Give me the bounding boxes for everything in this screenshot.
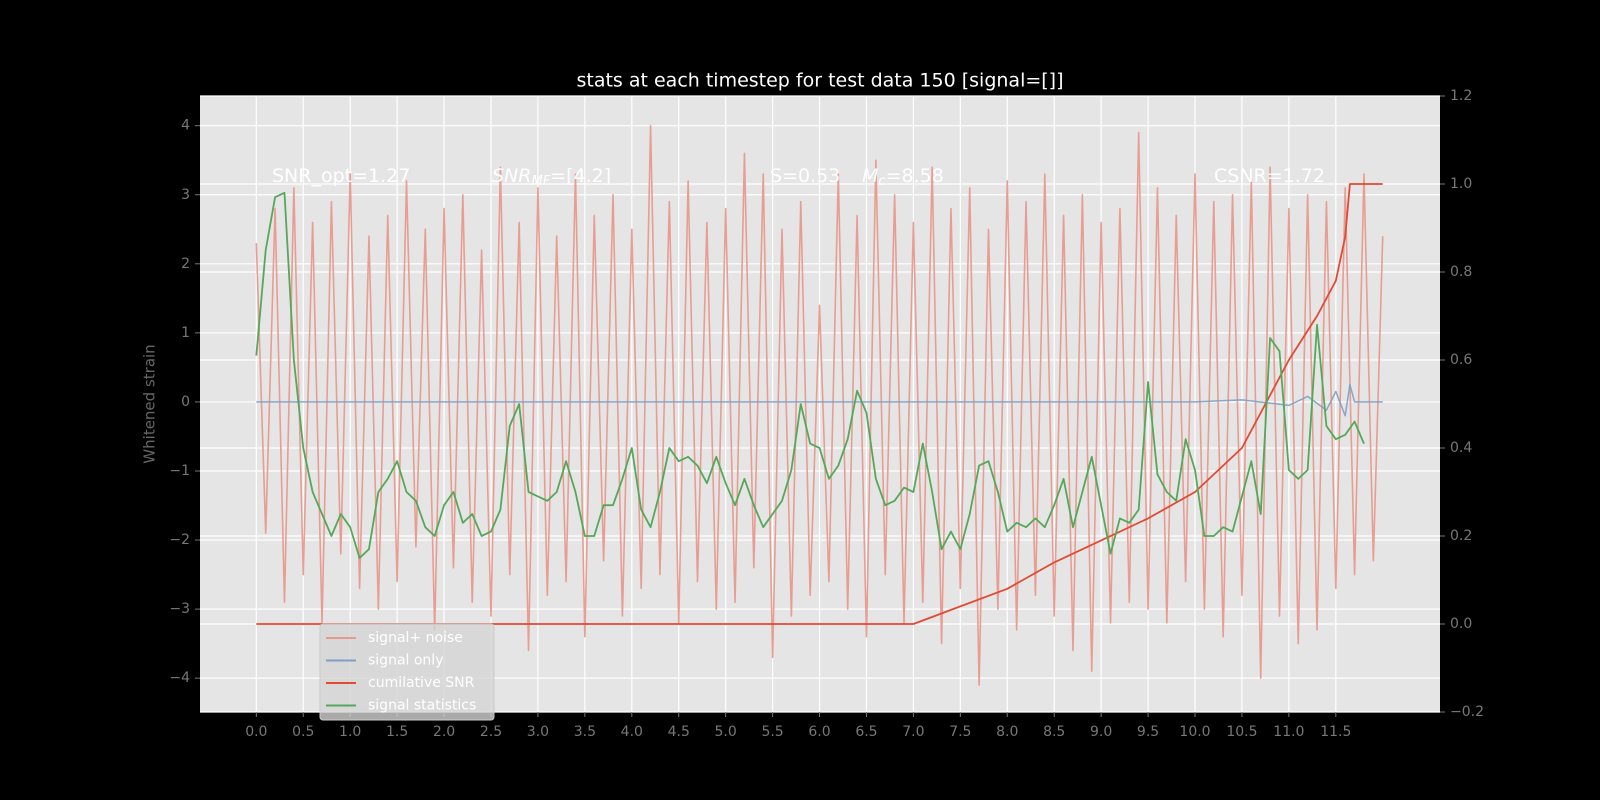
legend-label: signal statistics [368,698,476,714]
x-tick-label: 5.5 [761,724,783,740]
x-tick-label: 2.0 [433,724,455,740]
annotation-text: M [862,165,878,187]
y-tick-label: −3 [169,601,190,617]
x-tick-label: 8.0 [996,724,1018,740]
annotation-text: SNR_opt=1.27 [272,165,410,187]
y2-tick-label: 1.0 [1450,176,1472,192]
annotation-text: SNR [492,165,531,187]
x-tick-label: 3.5 [574,724,596,740]
x-tick-label: 9.5 [1137,724,1159,740]
annotation: Mc=8.58 [862,165,944,189]
x-tick-label: 11.5 [1320,724,1351,740]
chart-title: stats at each timestep for test data 150… [576,70,1063,92]
legend-label: cumilative SNR [368,675,475,691]
y-tick-label: −1 [169,463,190,479]
legend-label: signal only [368,653,443,669]
x-tick-label: 6.5 [855,724,877,740]
annotation-text: CSNR=1.72 [1214,165,1325,187]
y2-tick-label: 0.6 [1450,352,1472,368]
annotation-subscript: MF [531,174,550,189]
y-tick-label: −4 [169,670,190,686]
x-tick-label: 4.5 [668,724,690,740]
series-line [256,183,1383,625]
x-tick-label: 10.0 [1179,724,1210,740]
annotation: CSNR=1.72 [1214,165,1325,187]
annotation-text: S=0.53 [770,165,840,187]
series-line [256,383,1383,417]
y2-tick-label: 0.8 [1450,264,1472,280]
y-axis-label: Whitened strain [141,344,159,463]
x-tick-label: 7.5 [949,724,971,740]
legend-box [319,623,495,721]
y-tick-label: 1 [181,325,190,341]
x-tick-label: 3.0 [527,724,549,740]
x-tick-label: 0.0 [245,724,267,740]
annotation-tail: =[4.2] [550,165,611,187]
annotation-subscript: c [878,174,885,189]
x-tick-label: 1.0 [339,724,361,740]
y-tick-label: 4 [181,118,190,134]
x-tick-label: 2.5 [480,724,502,740]
series-line [255,124,1384,686]
legend-label: signal+ noise [368,630,463,646]
annotation: SNRMF=[4.2] [492,165,611,189]
y2-tick-label: −0.2 [1450,704,1484,720]
annotation: SNR_opt=1.27 [272,165,410,187]
annotation-tail: =8.58 [886,165,944,187]
series-line [255,191,1365,559]
x-tick-label: 8.5 [1043,724,1065,740]
y-tick-label: 3 [181,187,190,203]
y2-tick-label: 0.2 [1450,528,1472,544]
y2-tick-label: 0.0 [1450,616,1472,632]
x-tick-label: 1.5 [386,724,408,740]
x-tick-label: 5.0 [715,724,737,740]
y-tick-label: 0 [181,394,190,410]
x-tick-label: 7.0 [902,724,924,740]
x-tick-label: 10.5 [1226,724,1257,740]
x-tick-label: 11.0 [1273,724,1304,740]
y2-tick-label: 1.2 [1450,88,1472,104]
x-tick-label: 9.0 [1090,724,1112,740]
y2-tick-label: 0.4 [1450,440,1472,456]
y-tick-label: 2 [181,256,190,272]
x-tick-label: 0.5 [292,724,314,740]
x-tick-label: 6.0 [808,724,830,740]
y-tick-label: −2 [169,532,190,548]
annotation: S=0.53 [770,165,840,187]
x-tick-label: 4.0 [621,724,643,740]
